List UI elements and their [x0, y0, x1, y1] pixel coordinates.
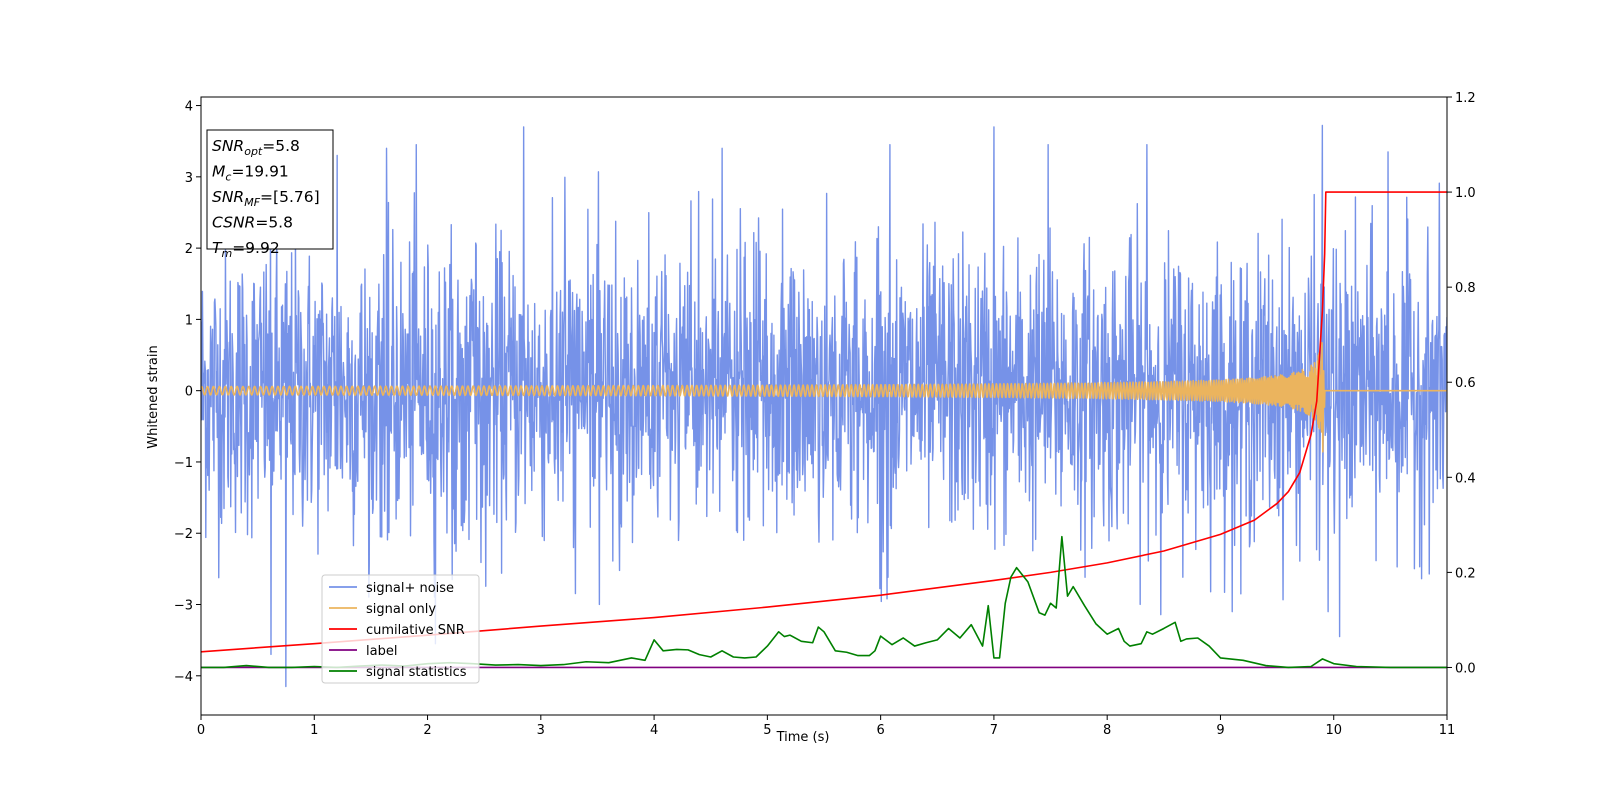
- y-tick-label: −1: [174, 456, 193, 471]
- x-tick-label: 0: [197, 723, 205, 738]
- x-tick-label: 2: [423, 723, 431, 738]
- x-tick-label: 3: [537, 723, 545, 738]
- info-box-line: Tm=9.92: [212, 239, 280, 260]
- right-y-tick-label: 0.4: [1455, 471, 1476, 486]
- x-tick-label: 6: [876, 723, 884, 738]
- series-line-cumilative-snr: [201, 191, 1447, 653]
- axes-frame: [200, 96, 1448, 716]
- y-tick-label: 0: [185, 385, 193, 400]
- series-line-signal-only: [201, 341, 1447, 453]
- right-y-axis-ticks: 0.0 0.2 0.4 0.6 0.8 1.0 1.2: [1447, 91, 1476, 676]
- x-tick-label: 11: [1439, 723, 1456, 738]
- x-tick-label: 7: [990, 723, 998, 738]
- info-box-line: SNRMF=[5.76]: [212, 188, 320, 209]
- x-tick-label: 4: [650, 723, 658, 738]
- y-tick-label: −3: [174, 599, 193, 614]
- right-y-tick-label: 1.2: [1455, 91, 1476, 106]
- y-axis-ticks: −4 −3 −2 −1 0 1 2 3 4: [174, 100, 201, 685]
- right-y-tick-label: 1.0: [1455, 186, 1476, 201]
- info-box-line: CSNR=5.8: [212, 214, 293, 232]
- series-line-signal-noise: [201, 124, 1447, 688]
- x-tick-label: 5: [763, 723, 771, 738]
- legend-label: signal+ noise: [366, 581, 454, 596]
- right-y-tick-label: 0.2: [1455, 566, 1476, 581]
- y-tick-label: 3: [185, 171, 193, 186]
- y-tick-label: 4: [185, 100, 193, 115]
- info-box: SNRopt=5.8 Mc=19.91 SNRMF=[5.76] CSNR=5.8 Tm…: [206, 129, 334, 260]
- x-axis-ticks: 0 1 2 3 4 5 6 7 8 9 10 11: [197, 715, 1455, 738]
- x-axis-label: Time (s): [776, 730, 830, 745]
- right-y-tick-label: 0.8: [1455, 281, 1476, 296]
- legend-label: label: [366, 644, 397, 659]
- x-tick-label: 8: [1103, 723, 1111, 738]
- series-line-signal-statistics: [201, 535, 1447, 669]
- info-box-line: SNRopt=5.8: [212, 137, 300, 158]
- right-y-tick-label: 0.0: [1455, 661, 1476, 676]
- legend-frame: [321, 574, 480, 684]
- y-tick-label: 2: [185, 242, 193, 257]
- x-tick-label: 9: [1216, 723, 1224, 738]
- x-tick-label: 10: [1325, 723, 1342, 738]
- right-y-tick-label: 0.6: [1455, 376, 1476, 391]
- y-axis-label: Whitened strain: [146, 345, 161, 448]
- legend-label: cumilative SNR: [366, 623, 465, 638]
- x-tick-label: 1: [310, 723, 318, 738]
- info-box-frame: [206, 129, 334, 250]
- axes-border: [200, 96, 1448, 716]
- info-box-line: Mc=19.91: [212, 163, 289, 184]
- y-tick-label: −2: [174, 527, 193, 542]
- legend-label: signal only: [366, 602, 436, 617]
- legend: signal+ noise signal only cumilative SNR la…: [321, 574, 480, 684]
- y-tick-label: −4: [174, 670, 193, 685]
- legend-label: signal statistics: [366, 665, 467, 680]
- y-tick-label: 1: [185, 313, 193, 328]
